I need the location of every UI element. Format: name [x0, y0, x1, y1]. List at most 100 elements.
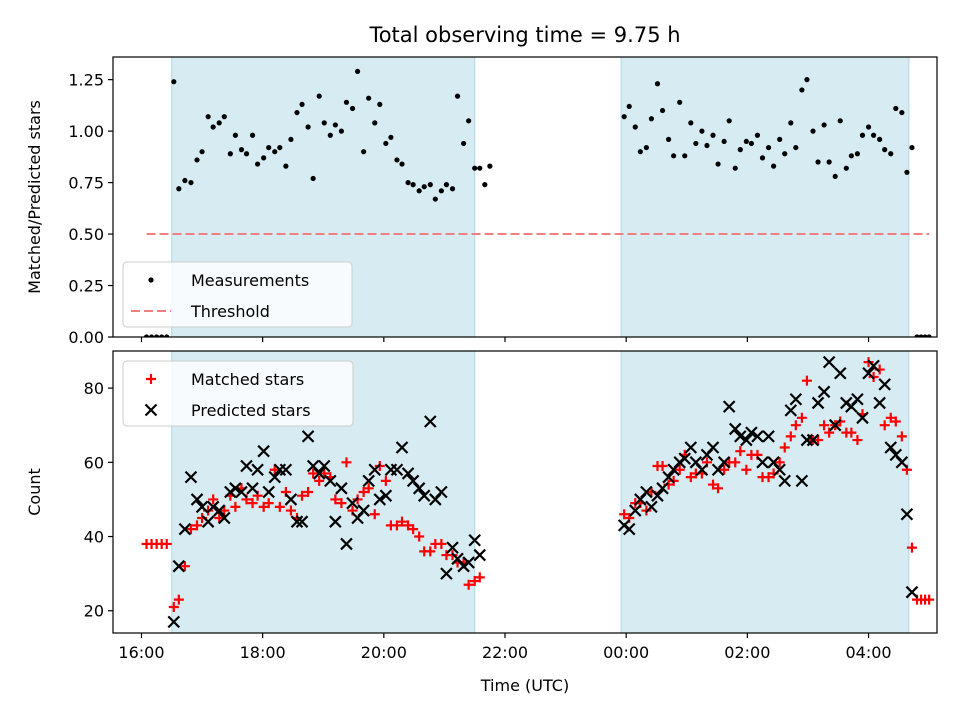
predicted-star-point — [268, 470, 282, 484]
predicted-star-point — [424, 415, 437, 428]
predicted-star-point — [279, 463, 293, 477]
predicted-star-point — [312, 467, 326, 480]
measurement-point — [405, 179, 411, 186]
measurement-point — [882, 147, 888, 153]
predicted-star-point — [622, 522, 636, 536]
measurement-point — [904, 169, 910, 175]
measurement-point — [261, 155, 267, 161]
x-tick-label: 18:00 — [240, 643, 286, 662]
predicted-star-point — [662, 470, 675, 484]
measurement-point — [427, 182, 433, 188]
y-tick-label: 80 — [84, 379, 104, 398]
measurement-point — [748, 140, 754, 147]
y-tick-label: 1.25 — [68, 71, 104, 90]
measurement-point — [199, 149, 205, 155]
predicted-star-point — [340, 537, 353, 551]
legend-marker-plus — [146, 374, 156, 384]
predicted-star-point — [706, 441, 720, 454]
predicted-star-point — [235, 485, 248, 499]
bottom-panel-counts: 20 40 60 80 16:00 18:00 20:00 22:00 00:00 02:00 04… — [25, 350, 938, 695]
matched-star-point — [230, 501, 241, 512]
matched-star-point — [330, 494, 341, 505]
shaded-interval — [620, 56, 910, 338]
predicted-star-point — [329, 515, 342, 528]
measurement-point — [788, 120, 794, 126]
measurement-point — [310, 175, 316, 182]
matched-star-point — [463, 579, 474, 590]
predicted-star-point — [734, 430, 747, 443]
predicted-star-point — [446, 541, 459, 554]
matched-star-point — [179, 561, 190, 572]
matched-star-point — [263, 498, 274, 509]
matched-star-point — [341, 457, 352, 468]
measurement-point — [699, 128, 705, 134]
matched-star-point — [474, 572, 485, 583]
measurement-point — [926, 334, 932, 337]
matched-star-point — [885, 412, 896, 423]
matched-star-point — [285, 505, 296, 516]
predicted-star-point — [412, 482, 426, 495]
measurement-point — [316, 93, 322, 99]
predicted-star-point — [878, 378, 891, 391]
predicted-star-point — [806, 433, 820, 447]
matched-star-point — [924, 594, 935, 605]
measurement-point — [682, 153, 688, 159]
legend-marker-x — [144, 403, 158, 417]
measurement-point — [399, 161, 405, 167]
matched-star-point — [906, 542, 917, 553]
matched-star-point — [619, 509, 630, 520]
measurement-point — [482, 182, 488, 188]
measurement-point — [154, 334, 160, 337]
measurement-point — [449, 186, 456, 192]
predicted-star-point — [695, 463, 709, 477]
predicted-star-point — [212, 504, 226, 517]
measurement-point — [266, 144, 272, 151]
legend-label: Predicted stars — [191, 401, 311, 420]
predicted-star-point — [346, 496, 359, 510]
measurement-point — [243, 151, 250, 157]
y-tick-label: 20 — [84, 602, 104, 621]
measurement-point — [288, 136, 294, 142]
predicted-star-point — [301, 430, 315, 443]
matched-star-point — [391, 520, 402, 531]
predicted-star-point — [251, 463, 264, 477]
measurement-point — [194, 157, 200, 163]
measurement-point — [349, 105, 356, 112]
measurement-point — [321, 120, 327, 126]
matched-star-point — [790, 420, 801, 431]
measurement-point — [665, 136, 672, 142]
legend-label: Threshold — [190, 302, 270, 321]
matched-star-point — [846, 427, 857, 438]
measurement-point — [327, 132, 333, 138]
y-tick-label: 0.75 — [68, 174, 104, 193]
predicted-star-point — [195, 500, 209, 514]
measurement-point — [332, 122, 338, 128]
matched-star-point — [813, 435, 824, 446]
measurement-point — [377, 101, 383, 107]
predicted-star-point — [257, 444, 270, 458]
measurement-point — [732, 165, 738, 171]
measurement-point — [870, 132, 877, 138]
measurement-point — [826, 159, 832, 165]
matched-star-point — [779, 442, 790, 453]
measurement-point — [854, 151, 861, 157]
chart-title: Total observing time = 9.75 h — [368, 23, 680, 47]
measurement-point — [771, 163, 777, 169]
matched-star-point — [657, 461, 668, 472]
measurement-point — [487, 163, 493, 169]
measurement-point — [832, 173, 838, 180]
measurement-point — [416, 188, 422, 194]
matched-star-point — [269, 464, 280, 475]
matched-star-point — [730, 457, 741, 468]
matched-star-point — [247, 498, 258, 509]
predicted-star-point — [362, 474, 375, 488]
predicted-star-point — [473, 548, 487, 562]
measurement-point — [188, 179, 194, 186]
predicted-star-point — [645, 500, 658, 514]
measurement-point — [726, 118, 732, 124]
top-panel-ratio: 0.00 0.25 0.50 0.75 1.00 1.25 Matched/Predicte… — [25, 56, 938, 347]
measurement-point — [715, 161, 721, 167]
matched-star-point — [896, 431, 907, 442]
legend-marker-dot — [148, 277, 154, 283]
measurement-point — [366, 95, 372, 101]
